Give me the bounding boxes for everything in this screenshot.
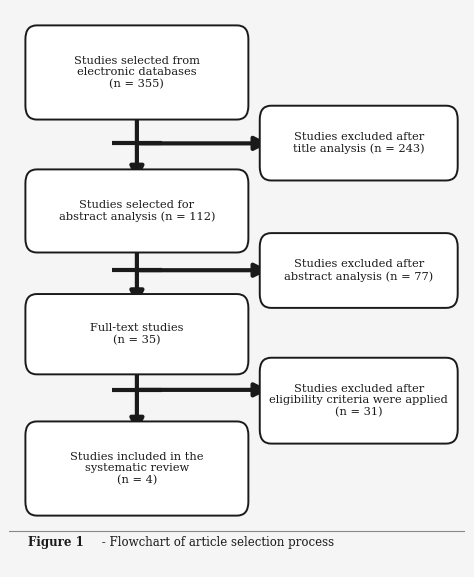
Text: Studies selected for
abstract analysis (n = 112): Studies selected for abstract analysis (… [59,200,215,222]
Text: Studies excluded after
title analysis (n = 243): Studies excluded after title analysis (n… [293,132,425,154]
Text: Studies excluded after
eligibility criteria were applied
(n = 31): Studies excluded after eligibility crite… [269,384,448,417]
FancyBboxPatch shape [26,294,248,374]
FancyBboxPatch shape [260,233,458,308]
Text: Studies selected from
electronic databases
(n = 355): Studies selected from electronic databas… [74,56,200,89]
FancyBboxPatch shape [26,25,248,119]
Text: Studies excluded after
abstract analysis (n = 77): Studies excluded after abstract analysis… [284,259,433,282]
Text: Studies included in the
systematic review
(n = 4): Studies included in the systematic revie… [70,452,204,485]
Text: Full-text studies
(n = 35): Full-text studies (n = 35) [90,323,183,345]
FancyBboxPatch shape [26,170,248,253]
FancyBboxPatch shape [260,358,458,444]
Text: - Flowchart of article selection process: - Flowchart of article selection process [98,536,334,549]
Text: Figure 1: Figure 1 [27,536,83,549]
FancyBboxPatch shape [260,106,458,181]
FancyBboxPatch shape [26,421,248,516]
